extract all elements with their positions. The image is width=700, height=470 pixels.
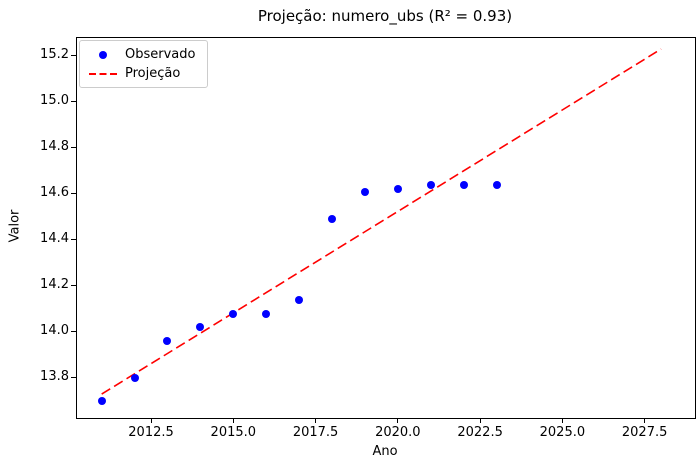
y-tick-label: 14.6 [40, 185, 69, 201]
x-tick-mark [644, 418, 646, 423]
projection-line-layer [101, 48, 662, 395]
y-tick-label: 14.4 [40, 231, 69, 247]
y-tick-mark [71, 55, 76, 57]
data-point [360, 187, 369, 196]
x-tick-mark [397, 418, 399, 423]
y-tick-label: 14.2 [40, 277, 69, 293]
chart-title: Projeção: numero_ubs (R² = 0.93) [257, 7, 513, 25]
y-tick-label: 15.2 [40, 47, 69, 63]
data-point [459, 180, 468, 189]
y-tick-mark [71, 331, 76, 333]
legend-label-projecao: Projeção [125, 66, 181, 81]
y-tick-label: 14.0 [40, 323, 69, 339]
data-point [328, 215, 337, 224]
y-tick-mark [71, 193, 76, 195]
y-tick-mark [71, 377, 76, 379]
data-point [492, 180, 501, 189]
x-tick-label: 2015.0 [210, 425, 257, 440]
x-tick-mark [479, 418, 481, 423]
y-tick-mark [71, 239, 76, 241]
legend-item-projecao: Projeção [88, 64, 195, 83]
data-point [196, 323, 205, 332]
projection-line [101, 48, 662, 395]
y-tick-mark [71, 101, 76, 103]
y-tick-label: 15.0 [40, 93, 69, 109]
data-point [426, 180, 435, 189]
x-tick-mark [315, 418, 317, 423]
data-point [130, 373, 139, 382]
y-tick-label: 14.8 [40, 139, 69, 155]
x-tick-label: 2027.5 [621, 425, 668, 440]
data-point [97, 396, 106, 405]
x-tick-label: 2020.0 [375, 425, 421, 440]
y-tick-label: 13.8 [40, 369, 69, 385]
legend-item-observado: Observado [88, 45, 195, 64]
x-tick-label: 2017.5 [292, 425, 339, 440]
x-axis-label: Ano [372, 444, 398, 459]
x-tick-mark [150, 418, 152, 423]
y-tick-mark [71, 285, 76, 287]
x-tick-label: 2025.0 [539, 425, 586, 440]
data-point [393, 185, 402, 194]
x-tick-label: 2012.5 [128, 425, 174, 440]
x-tick-label: 2022.5 [457, 425, 503, 440]
plot-area: Observado Projeção 2012.5 2015.0 2017.5 202… [40, 37, 696, 440]
data-point [163, 337, 172, 346]
data-point [295, 295, 304, 304]
legend-label-observado: Observado [125, 47, 196, 62]
data-point [262, 309, 271, 318]
projecao-dashed-line-icon [88, 72, 118, 75]
y-tick-mark [71, 147, 76, 149]
legend: Observado Projeção [79, 40, 209, 88]
observado-dot-icon [88, 50, 118, 59]
data-point [229, 309, 238, 318]
x-tick-mark [232, 418, 234, 423]
x-tick-mark [561, 418, 563, 423]
